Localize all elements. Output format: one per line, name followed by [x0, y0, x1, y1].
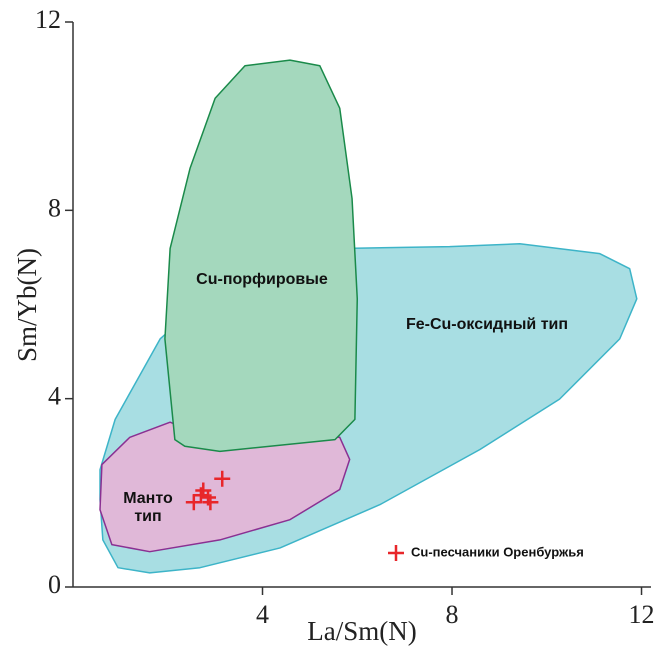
legend-marker — [388, 545, 404, 561]
x-tick-label: 12 — [629, 600, 655, 629]
y-tick-label: 12 — [35, 5, 61, 34]
point — [185, 494, 202, 511]
point — [200, 489, 217, 506]
y-tick-label: 0 — [48, 570, 61, 599]
region-label: Cu-порфировые — [196, 271, 328, 288]
region — [99, 421, 351, 553]
x-axis-label: La/Sm(N) — [307, 616, 416, 646]
region — [164, 59, 359, 453]
point — [192, 487, 209, 504]
point — [214, 470, 231, 487]
y-tick-label: 8 — [48, 193, 61, 222]
y-tick-label: 4 — [48, 382, 61, 411]
region-label: Манто тип — [123, 490, 173, 525]
region-label: Fe-Cu-оксидный тип — [405, 316, 569, 333]
legend-label: Cu-песчаники Оренбуржья — [411, 544, 584, 559]
y-axis-label: Sm/Yb(N) — [12, 248, 42, 362]
x-tick-label: 8 — [446, 600, 459, 629]
x-tick-label: 4 — [256, 600, 269, 629]
